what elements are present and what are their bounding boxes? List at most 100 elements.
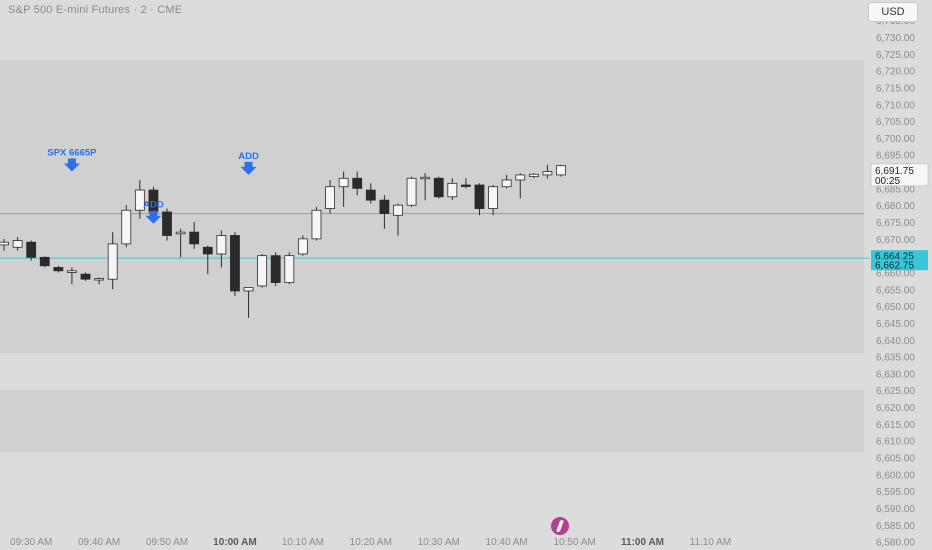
candle-body: [0, 241, 9, 246]
candle-body: [365, 189, 376, 201]
down-arrow-icon: [240, 161, 257, 175]
candle-6: [80, 272, 91, 281]
price-label-1: 6,664.25: [871, 250, 928, 263]
candle-body: [338, 177, 349, 188]
zone-band-1: [0, 390, 864, 453]
candle-body: [556, 165, 566, 176]
price-label-box: [871, 250, 928, 262]
candle-body: [80, 273, 91, 280]
candle-32: [433, 176, 444, 199]
price-label-box: [870, 163, 929, 187]
candle-body: [542, 171, 553, 176]
candle-body: [243, 287, 254, 292]
candle-8: [107, 232, 118, 290]
y-tick-label-6: 6,705.00: [876, 117, 915, 128]
y-tick-label-13: 6,670.00: [876, 235, 915, 246]
candle-12: [162, 208, 172, 241]
y-tick-label-4: 6,715.00: [876, 83, 915, 94]
candle-body: [216, 235, 227, 255]
candle-body: [420, 176, 431, 180]
y-tick-label-24: 6,615.00: [876, 420, 915, 431]
candle-28: [379, 195, 390, 229]
x-tick-label-5: 10:10 AM: [282, 537, 324, 548]
candle-body: [461, 184, 471, 187]
candle-7: [94, 277, 104, 285]
y-tick-label-30: 6,585.00: [876, 521, 915, 532]
candle-body: [433, 177, 444, 198]
y-tick-label-12: 6,675.00: [876, 218, 915, 229]
x-tick-label-1: 09:30 AM: [10, 537, 52, 548]
price-label-box: [871, 259, 928, 271]
x-tick-label-8: 10:40 AM: [486, 537, 528, 548]
y-tick-label-10: 6,685.00: [876, 184, 915, 195]
candle-5: [67, 267, 77, 285]
candle-body: [39, 256, 50, 267]
candle-30: [406, 176, 417, 207]
y-tick-label-1: 6,730.00: [876, 33, 915, 44]
price-label-countdown: 00:25: [875, 176, 900, 187]
candle-body: [121, 209, 132, 245]
y-tick-label-2: 6,725.00: [876, 50, 915, 61]
candle-body: [67, 270, 77, 273]
y-tick-label-31: 6,580.00: [876, 538, 915, 549]
candle-body: [528, 173, 539, 178]
candle-body: [107, 243, 118, 280]
candle-body: [311, 209, 322, 240]
candle-21: [284, 252, 295, 285]
candle-body: [406, 177, 417, 206]
zone-band-0: [0, 60, 864, 354]
candle-38: [515, 173, 526, 199]
candle-body: [94, 278, 104, 281]
y-tick-label-29: 6,590.00: [876, 504, 915, 515]
currency-button[interactable]: USD: [868, 2, 918, 22]
y-tick-label-21: 6,630.00: [876, 369, 915, 380]
candle-body: [270, 255, 281, 283]
candle-13: [175, 228, 186, 258]
y-tick-label-7: 6,700.00: [876, 134, 915, 145]
candle-34: [461, 178, 471, 189]
x-tick-label-9: 10:50 AM: [553, 537, 595, 548]
candle-9: [121, 205, 132, 248]
tradingview-logo-icon: [551, 517, 569, 535]
candle-body: [230, 235, 240, 292]
candle-33: [447, 178, 458, 201]
candle-15: [202, 245, 213, 275]
y-tick-label-19: 6,640.00: [876, 336, 915, 347]
price-label-text: 6,691.75: [875, 166, 914, 177]
y-tick-label-16: 6,655.00: [876, 285, 915, 296]
candle-3: [39, 256, 50, 268]
y-tick-label-15: 6,660.00: [876, 268, 915, 279]
candle-10: [134, 179, 145, 219]
candle-26: [352, 171, 363, 196]
y-tick-label-22: 6,625.00: [876, 386, 915, 397]
x-tick-label-4: 10:00 AM: [213, 537, 257, 548]
candle-22: [297, 235, 308, 256]
x-tick-label-7: 10:30 AM: [418, 537, 460, 548]
annotation-label: SPX 6665P: [47, 148, 97, 159]
annotation-label: ADD: [238, 151, 259, 162]
candle-body: [352, 177, 363, 189]
x-tick-label-6: 10:20 AM: [350, 537, 392, 548]
candle-17: [230, 232, 240, 297]
candle-body: [474, 184, 485, 209]
candle-body: [515, 174, 526, 181]
candle-31: [420, 173, 431, 201]
candle-body: [175, 231, 186, 235]
y-tick-label-23: 6,620.00: [876, 403, 915, 414]
candle-body: [488, 186, 498, 209]
candle-body: [393, 204, 403, 216]
candle-40: [542, 164, 553, 179]
x-tick-label-2: 09:40 AM: [78, 537, 120, 548]
candle-39: [528, 173, 539, 179]
annotation-0: SPX 6665P: [47, 148, 97, 172]
candle-body: [297, 238, 308, 255]
y-tick-label-11: 6,680.00: [876, 201, 915, 212]
y-tick-label-8: 6,695.00: [876, 151, 915, 162]
y-tick-label-20: 6,635.00: [876, 353, 915, 364]
candle-2: [26, 240, 37, 261]
down-arrow-icon: [145, 210, 162, 224]
candle-body: [189, 231, 200, 245]
candle-body: [501, 179, 512, 188]
